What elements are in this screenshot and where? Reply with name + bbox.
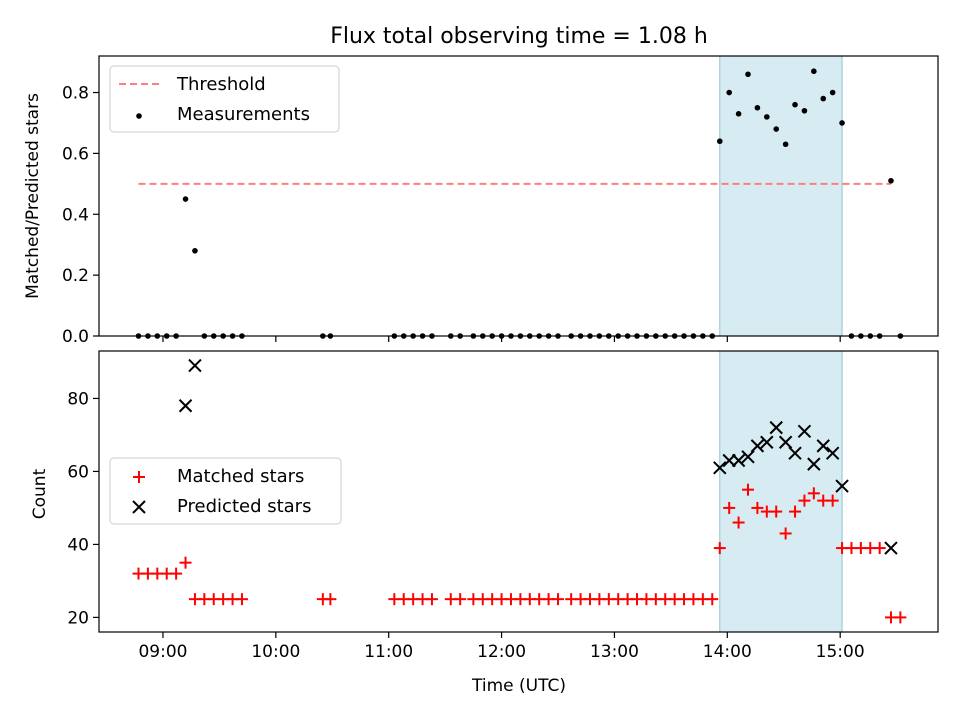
count-panel: 20 40 60 80 09:00 10:00 11:00 12:00 13:00 14:00 1… [30, 350, 939, 696]
predicted-star-point [731, 453, 746, 468]
matched-star-point [454, 593, 467, 606]
measurement-point [829, 89, 836, 96]
plot-frame [98, 350, 939, 633]
matched-star-point [170, 567, 183, 580]
predicted-star-point [816, 439, 830, 453]
y-tick-label: 0.0 [62, 327, 89, 347]
ratio-panel: 0.00.20.40.60.8 Matched/Predicted stars … [23, 55, 939, 347]
x-tick-label: 13:00 [590, 642, 639, 662]
matched-star-point [751, 501, 764, 514]
matched-star-point [713, 542, 726, 555]
legend-threshold-label: Threshold [176, 74, 266, 95]
legend-measurements-label: Measurements [177, 104, 310, 125]
predicted-star-point [188, 358, 202, 373]
x-tick-label: 14:00 [703, 642, 752, 662]
predicted-star-point [797, 424, 812, 438]
y-axis-ticks: 20 40 60 80 [67, 389, 99, 628]
chart-title: Flux total observing time = 1.08 h [330, 24, 708, 49]
predicted-star-point [835, 479, 849, 493]
x-axis-label: Time (UTC) [471, 676, 566, 696]
x-tick-label: 12:00 [477, 642, 526, 662]
legend-predicted-label: Predicted stars [177, 496, 311, 517]
y-tick-label: 20 [67, 608, 89, 628]
matched-star-point [807, 487, 820, 500]
predicted-star-point [713, 461, 727, 475]
measurement-point [192, 247, 198, 254]
y-tick-label: 80 [67, 389, 89, 409]
plot-frame [98, 55, 939, 337]
x-tick-label: 15:00 [816, 642, 865, 662]
y-tick-label: 40 [67, 535, 89, 555]
x-tick-label: 10:00 [251, 642, 300, 662]
measurement-point [735, 111, 742, 117]
y-tick-label: 0.6 [62, 144, 89, 164]
matched-star-point [552, 593, 565, 606]
measurement-point [716, 138, 723, 145]
y-axis-label: Count [30, 468, 50, 519]
matched-star-point [425, 593, 438, 606]
y-tick-label: 0.4 [62, 205, 89, 225]
predicted-star-point [788, 446, 802, 460]
measurement-point [773, 126, 780, 132]
matched-star-point [723, 501, 736, 514]
shaded-span [719, 55, 843, 337]
y-tick-label: 0.8 [62, 84, 89, 104]
x-axis-ticks [162, 336, 841, 342]
matched-star-point [873, 542, 886, 555]
legend: Threshold Measurements [109, 65, 340, 133]
y-axis-label: Matched/Predicted stars [23, 93, 43, 299]
shaded-span [719, 350, 843, 633]
matched-star-point [179, 556, 192, 569]
predicted-star-point [178, 399, 193, 413]
y-tick-label: 0.2 [62, 266, 89, 286]
matched-star-point [826, 494, 839, 507]
measurement-point [811, 68, 817, 75]
y-tick-label: 60 [67, 462, 89, 482]
measurement-point [782, 141, 789, 148]
measurement-point [820, 95, 827, 102]
x-tick-label: 09:00 [138, 642, 187, 662]
legend-predicted-swatch [132, 500, 146, 514]
x-tick-label: 11:00 [364, 642, 413, 662]
measurement-point [745, 71, 751, 78]
matched-star-point [235, 593, 248, 606]
measurement-point [726, 89, 732, 96]
predicted-star-point [884, 541, 898, 555]
matched-star-point [742, 483, 755, 496]
matched-star-point [798, 494, 811, 507]
predicted-star-point [778, 435, 793, 449]
measurement-point [888, 177, 894, 184]
measurement-point [764, 114, 770, 120]
predicted-star-point [741, 450, 755, 464]
matched-star-point [894, 611, 907, 624]
legend: Matched stars Predicted stars [109, 457, 342, 525]
matched-star-point [770, 505, 783, 518]
predicted-star-point [760, 435, 774, 449]
legend-matched-swatch [133, 471, 145, 483]
predicted-star-point [807, 457, 821, 471]
matched-star-point [779, 527, 792, 540]
matched-star-point [732, 516, 745, 529]
matched-star-point [789, 505, 802, 518]
legend-measurements-swatch [136, 113, 142, 119]
measurement-point [182, 196, 189, 202]
count-points [132, 358, 907, 624]
predicted-star-point [769, 420, 783, 435]
shaded-region [719, 55, 843, 337]
y-axis-ticks: 0.0 0.2 0.4 0.6 0.8 [62, 84, 99, 347]
shaded-region [719, 350, 843, 633]
matched-star-point [706, 593, 719, 606]
measurement-point [792, 101, 798, 108]
x-axis-ticks: 09:00 10:00 11:00 12:00 13:00 14:00 15:00 [138, 632, 865, 662]
matched-star-point [324, 593, 337, 606]
measurement-point [754, 104, 761, 111]
predicted-star-point [825, 446, 840, 460]
predicted-star-point [750, 439, 765, 453]
measurement-point [839, 120, 845, 126]
legend-matched-label: Matched stars [177, 466, 304, 487]
measurement-point [801, 107, 808, 114]
